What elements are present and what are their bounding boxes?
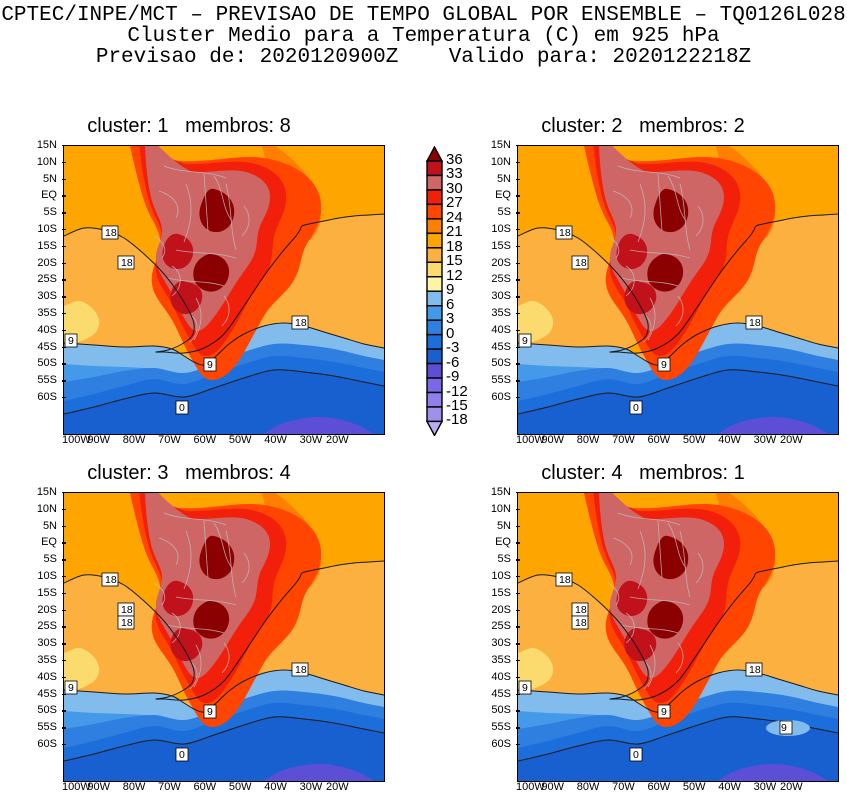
svg-text:18: 18 — [121, 604, 133, 616]
svg-text:9: 9 — [661, 706, 667, 718]
svg-text:18: 18 — [121, 257, 133, 269]
svg-text:18: 18 — [105, 574, 117, 586]
svg-text:18: 18 — [559, 574, 571, 586]
svg-text:9: 9 — [522, 335, 528, 347]
svg-text:9: 9 — [207, 706, 213, 718]
svg-text:18: 18 — [295, 317, 307, 329]
svg-text:18: 18 — [295, 664, 307, 676]
svg-text:0: 0 — [633, 749, 639, 761]
svg-text:9: 9 — [68, 682, 74, 694]
svg-text:0: 0 — [179, 402, 185, 414]
svg-text:18: 18 — [575, 617, 587, 629]
svg-text:0: 0 — [179, 749, 185, 761]
svg-text:18: 18 — [749, 317, 761, 329]
svg-text:18: 18 — [749, 664, 761, 676]
svg-text:18: 18 — [559, 227, 571, 239]
svg-text:18: 18 — [575, 257, 587, 269]
svg-text:9: 9 — [68, 335, 74, 347]
svg-text:9: 9 — [522, 682, 528, 694]
svg-text:9: 9 — [781, 722, 787, 734]
svg-text:9: 9 — [207, 359, 213, 371]
svg-text:18: 18 — [121, 617, 133, 629]
svg-text:9: 9 — [661, 359, 667, 371]
svg-text:18: 18 — [575, 604, 587, 616]
svg-text:0: 0 — [633, 402, 639, 414]
svg-text:18: 18 — [105, 227, 117, 239]
